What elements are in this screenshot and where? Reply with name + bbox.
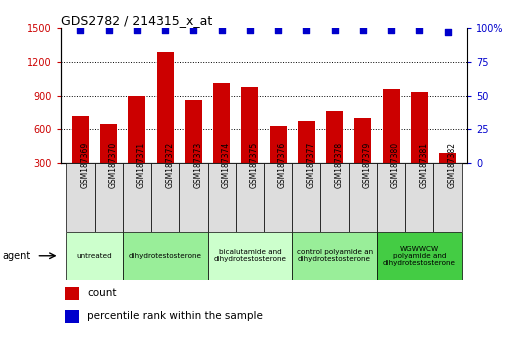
Bar — [354, 118, 371, 163]
Text: GSM187382: GSM187382 — [448, 142, 457, 188]
FancyBboxPatch shape — [67, 232, 123, 280]
Text: GSM187380: GSM187380 — [391, 142, 400, 188]
Text: GSM187372: GSM187372 — [165, 142, 174, 188]
Text: GSM187369: GSM187369 — [80, 142, 89, 188]
FancyBboxPatch shape — [151, 163, 180, 232]
Bar — [383, 89, 400, 163]
FancyBboxPatch shape — [377, 163, 405, 232]
Bar — [100, 124, 117, 163]
Bar — [128, 96, 145, 163]
FancyBboxPatch shape — [348, 163, 377, 232]
Bar — [72, 116, 89, 163]
Text: bicalutamide and
dihydrotestosterone: bicalutamide and dihydrotestosterone — [213, 249, 286, 262]
Bar — [213, 83, 230, 163]
Point — [105, 27, 113, 33]
Text: dihydrotestosterone: dihydrotestosterone — [129, 253, 202, 259]
Text: control polyamide an
dihydrotestosterone: control polyamide an dihydrotestosterone — [297, 249, 373, 262]
FancyBboxPatch shape — [208, 232, 292, 280]
Text: GSM187373: GSM187373 — [193, 142, 202, 188]
Bar — [439, 153, 456, 163]
Point — [274, 27, 282, 33]
FancyBboxPatch shape — [95, 163, 123, 232]
Text: agent: agent — [3, 251, 31, 261]
Text: GSM187376: GSM187376 — [278, 142, 287, 188]
Bar — [185, 100, 202, 163]
Text: WGWWCW
polyamide and
dihydrotestosterone: WGWWCW polyamide and dihydrotestosterone — [383, 246, 456, 266]
Point — [246, 27, 254, 33]
Text: GSM187379: GSM187379 — [363, 142, 372, 188]
FancyBboxPatch shape — [433, 163, 461, 232]
FancyBboxPatch shape — [264, 163, 292, 232]
Point — [444, 29, 452, 35]
Point — [387, 27, 395, 33]
Point — [331, 27, 339, 33]
Bar — [157, 52, 174, 163]
FancyBboxPatch shape — [180, 163, 208, 232]
Bar — [65, 287, 79, 300]
FancyBboxPatch shape — [123, 232, 208, 280]
Point — [76, 27, 84, 33]
Bar — [241, 87, 258, 163]
FancyBboxPatch shape — [320, 163, 348, 232]
FancyBboxPatch shape — [67, 163, 95, 232]
Text: GSM187375: GSM187375 — [250, 142, 259, 188]
Point — [133, 27, 141, 33]
Point — [161, 27, 169, 33]
Text: untreated: untreated — [77, 253, 112, 259]
Text: GSM187381: GSM187381 — [419, 142, 428, 188]
FancyBboxPatch shape — [123, 163, 151, 232]
Bar — [411, 92, 428, 163]
Point — [415, 27, 423, 33]
Point — [302, 27, 310, 33]
Bar — [298, 121, 315, 163]
Point — [218, 27, 226, 33]
Point — [359, 27, 367, 33]
Text: GSM187377: GSM187377 — [306, 142, 315, 188]
Text: count: count — [87, 289, 117, 298]
Text: GSM187374: GSM187374 — [222, 142, 231, 188]
Text: percentile rank within the sample: percentile rank within the sample — [87, 312, 263, 321]
FancyBboxPatch shape — [208, 163, 236, 232]
Bar — [65, 309, 79, 324]
Text: GSM187371: GSM187371 — [137, 142, 146, 188]
Bar — [270, 126, 287, 163]
Text: GSM187370: GSM187370 — [109, 142, 118, 188]
FancyBboxPatch shape — [292, 232, 377, 280]
Point — [189, 27, 197, 33]
Text: GDS2782 / 214315_x_at: GDS2782 / 214315_x_at — [61, 14, 212, 27]
FancyBboxPatch shape — [405, 163, 433, 232]
FancyBboxPatch shape — [236, 163, 264, 232]
FancyBboxPatch shape — [292, 163, 320, 232]
Text: GSM187378: GSM187378 — [335, 142, 344, 188]
FancyBboxPatch shape — [377, 232, 461, 280]
Bar — [326, 111, 343, 163]
